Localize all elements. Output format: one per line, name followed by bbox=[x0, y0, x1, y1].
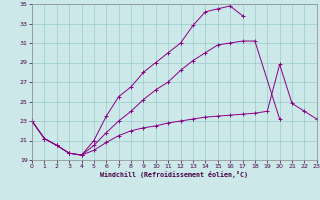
X-axis label: Windchill (Refroidissement éolien,°C): Windchill (Refroidissement éolien,°C) bbox=[100, 171, 248, 178]
